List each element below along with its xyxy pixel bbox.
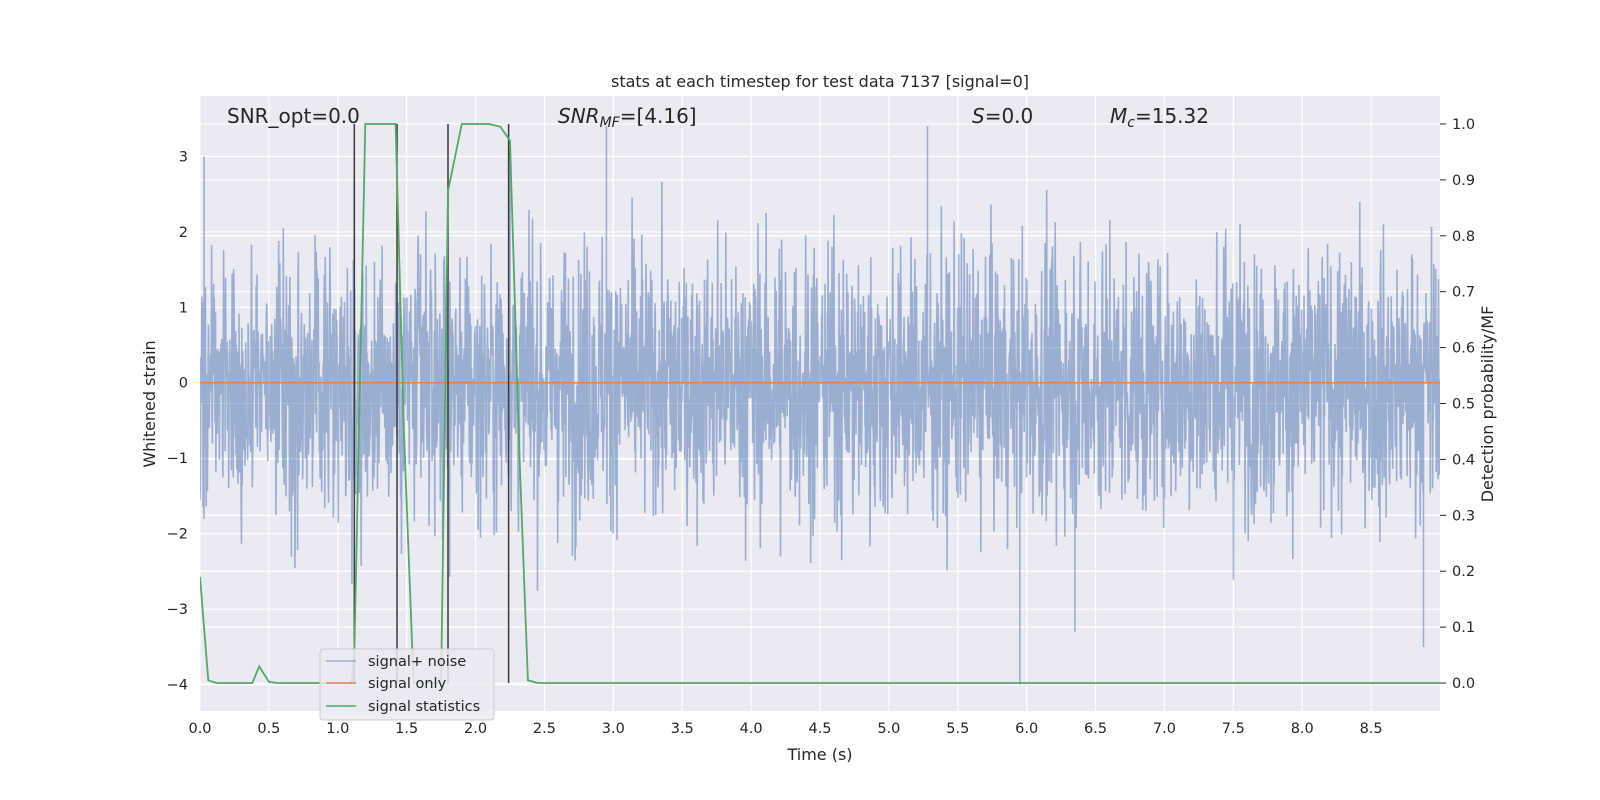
x-tick-label: 5.0 (877, 721, 900, 737)
s-symbol: S (972, 104, 985, 128)
snr-mf-value: =[4.16] (620, 104, 697, 128)
y-axis-right-label: Detection probability/MF (1478, 306, 1497, 503)
x-tick-label: 1.0 (326, 721, 349, 737)
signal-statistics-series (200, 123, 1440, 684)
x-tick-label: 7.0 (1153, 721, 1176, 737)
chart-title: stats at each timestep for test data 713… (611, 72, 1029, 91)
legend-label-signal-statistics: signal statistics (368, 699, 480, 715)
x-tick-label: 1.5 (395, 721, 418, 737)
y-tick-label: 1 (179, 300, 188, 316)
legend-box (319, 648, 495, 721)
legend: signal+ noise signal only signal statist… (319, 648, 495, 721)
annotation-snr-mf: SNRMF=[4.16] (558, 104, 697, 131)
y-tick-label: 2 (179, 225, 188, 241)
x-tick-label: 8.5 (1360, 721, 1383, 737)
x-tick-label: 6.5 (1084, 721, 1107, 737)
y-right-tick-label: 1.0 (1452, 117, 1475, 133)
x-tick-label: 2.0 (464, 721, 487, 737)
annotation-s: S=0.0 (972, 104, 1033, 128)
y-right-tick-label: 0.2 (1452, 564, 1475, 580)
y-right-tick-label: 0.3 (1452, 508, 1475, 524)
y-tick-label: 0 (179, 376, 188, 392)
legend-label-signal-noise: signal+ noise (368, 654, 466, 670)
legend-label-signal-only: signal only (368, 676, 447, 692)
y-tick-label: −1 (167, 451, 188, 467)
x-tick-label: 4.0 (740, 721, 763, 737)
mc-sub: c (1127, 115, 1135, 131)
y-axis-label: Whitened strain (140, 340, 159, 467)
x-tick-label: 5.5 (946, 721, 969, 737)
ticks: 0.0 0.5 1.0 1.5 2.0 2.5 3.0 3.5 4.0 4.5 5.0 5.5 6.0 6… (167, 117, 1475, 737)
y-right-tick-label: 0.0 (1452, 676, 1475, 692)
x-tick-label: 0.5 (257, 721, 280, 737)
snr-mf-base: SNR (558, 104, 600, 128)
x-tick-label: 0.0 (188, 721, 211, 737)
x-tick-label: 8.0 (1291, 721, 1314, 737)
snr-mf-sub: MF (600, 115, 621, 131)
x-tick-label: 4.5 (808, 721, 831, 737)
y-right-tick-label: 0.8 (1452, 229, 1475, 245)
vertical-markers (353, 123, 510, 684)
y-right-tick-label: 0.4 (1452, 452, 1475, 468)
y-tick-label: −3 (167, 602, 188, 618)
signal-statistics-line (200, 123, 1440, 684)
x-axis-label: Time (s) (786, 745, 852, 764)
mc-value: =15.32 (1135, 104, 1209, 128)
y-right-tick-label: 0.1 (1452, 620, 1475, 636)
x-tick-label: 3.0 (602, 721, 625, 737)
annotation-snr-opt: SNR_opt=0.0 (227, 104, 360, 128)
x-tick-label: 7.5 (1222, 721, 1245, 737)
y-tick-label: −4 (167, 678, 188, 694)
y-right-tick-label: 0.7 (1452, 285, 1475, 301)
mc-symbol: M (1110, 104, 1127, 128)
y-right-tick-label: 0.5 (1452, 397, 1475, 413)
y-tick-label: 3 (179, 149, 188, 165)
x-tick-label: 6.0 (1015, 721, 1038, 737)
y-right-tick-label: 0.6 (1452, 341, 1475, 357)
x-tick-label: 3.5 (671, 721, 694, 737)
s-value: =0.0 (985, 104, 1034, 128)
annotation-mc: Mc=15.32 (1110, 104, 1209, 131)
y-tick-label: −2 (167, 527, 188, 543)
y-right-tick-label: 0.9 (1452, 173, 1475, 189)
x-tick-label: 2.5 (533, 721, 556, 737)
